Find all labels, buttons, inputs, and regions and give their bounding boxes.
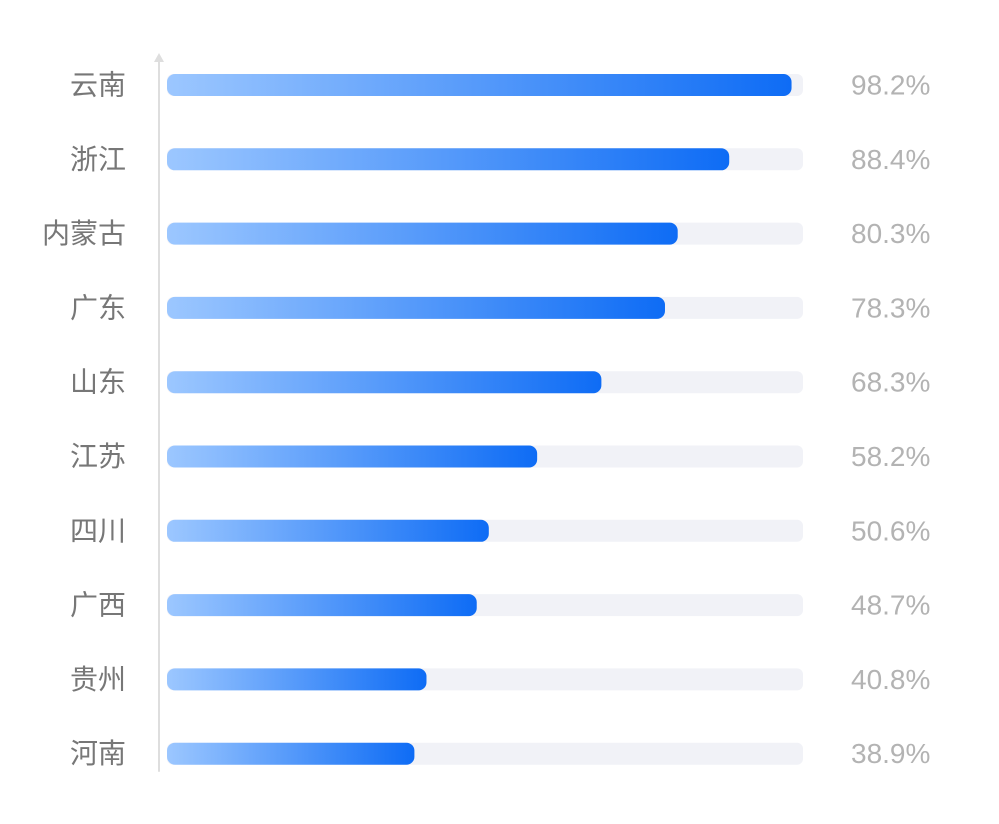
value-label: 48.7% — [851, 590, 930, 621]
bar — [167, 296, 665, 319]
value-label: 50.6% — [851, 515, 930, 546]
category-label: 云南 — [70, 69, 126, 102]
category-label: 贵州 — [70, 663, 126, 696]
bar — [167, 222, 678, 245]
bar — [167, 742, 415, 765]
value-label: 98.2% — [851, 70, 930, 101]
bar — [167, 371, 602, 394]
category-label: 浙江 — [70, 143, 126, 176]
category-label: 广东 — [70, 291, 126, 324]
value-label: 68.3% — [851, 367, 930, 398]
bar — [167, 148, 730, 171]
bar — [167, 445, 538, 468]
value-label: 58.2% — [851, 441, 930, 472]
category-label: 内蒙古 — [42, 217, 126, 250]
category-label: 广西 — [70, 589, 126, 622]
value-label: 88.4% — [851, 144, 930, 175]
bar — [167, 594, 477, 617]
value-label: 78.3% — [851, 292, 930, 323]
y-axis-arrow — [154, 53, 164, 62]
bar — [167, 668, 427, 691]
category-label: 河南 — [70, 737, 126, 770]
category-label: 江苏 — [70, 440, 126, 473]
category-label: 山东 — [70, 366, 126, 399]
value-label: 40.8% — [851, 664, 930, 695]
value-label: 80.3% — [851, 218, 930, 249]
bar — [167, 74, 792, 96]
value-label: 38.9% — [851, 738, 930, 769]
category-label: 四川 — [70, 514, 126, 547]
bar — [167, 519, 489, 542]
